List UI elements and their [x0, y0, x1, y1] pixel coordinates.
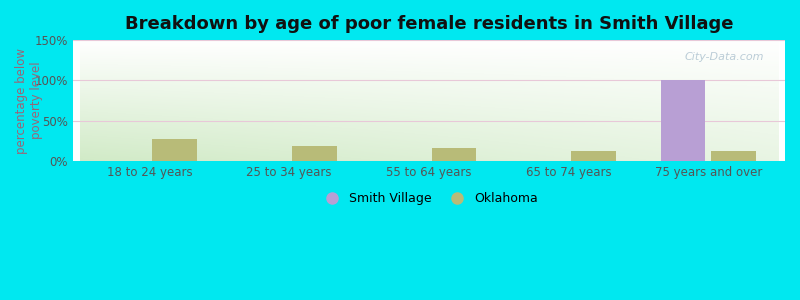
Text: City-Data.com: City-Data.com — [684, 52, 764, 62]
Bar — [292, 146, 337, 161]
Bar — [432, 148, 476, 161]
Bar — [571, 151, 616, 161]
Bar — [711, 151, 756, 161]
Y-axis label: percentage below
poverty level: percentage below poverty level — [15, 48, 43, 154]
Title: Breakdown by age of poor female residents in Smith Village: Breakdown by age of poor female resident… — [125, 15, 733, 33]
Legend: Smith Village, Oklahoma: Smith Village, Oklahoma — [314, 187, 543, 210]
Bar — [661, 80, 706, 161]
Bar — [152, 139, 197, 161]
